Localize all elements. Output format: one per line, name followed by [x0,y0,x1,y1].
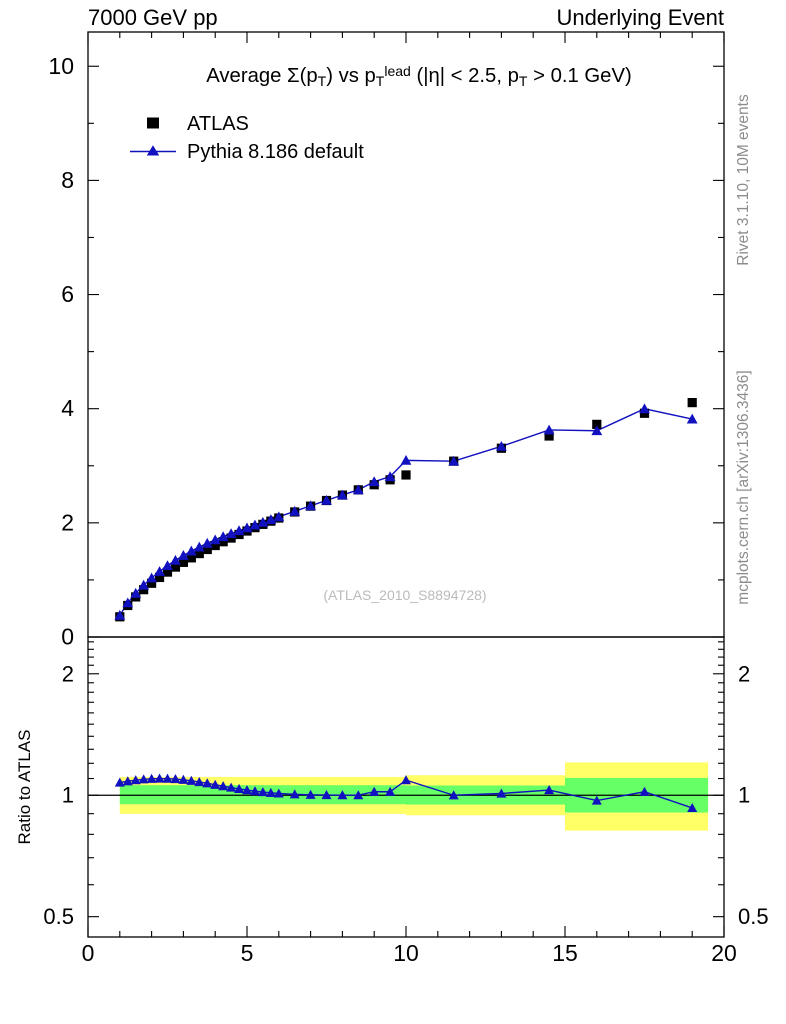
svg-text:2: 2 [62,661,74,686]
svg-text:Ratio to ATLAS: Ratio to ATLAS [15,730,34,845]
svg-text:ATLAS: ATLAS [187,113,249,135]
svg-text:0: 0 [82,940,95,966]
svg-text:mcplots.cern.ch [arXiv:1306.34: mcplots.cern.ch [arXiv:1306.3436] [735,370,752,604]
svg-text:0.5: 0.5 [43,904,74,929]
svg-text:15: 15 [552,940,578,966]
svg-text:0.5: 0.5 [738,904,769,929]
svg-text:0: 0 [61,624,74,650]
svg-text:2: 2 [738,661,750,686]
svg-text:(ATLAS_2010_S8894728): (ATLAS_2010_S8894728) [323,587,486,603]
svg-text:10: 10 [48,53,74,79]
svg-text:20: 20 [711,940,737,966]
svg-text:5: 5 [241,940,254,966]
svg-text:1: 1 [738,783,750,808]
svg-text:Pythia 8.186 default: Pythia 8.186 default [187,141,364,163]
svg-text:4: 4 [61,395,74,421]
svg-text:Average Σ(pT) vs pTlead (|η| <: Average Σ(pT) vs pTlead (|η| < 2.5, pT >… [206,63,631,89]
svg-text:Rivet 3.1.10, 10M events: Rivet 3.1.10, 10M events [735,94,752,266]
svg-text:6: 6 [61,281,74,307]
svg-text:1: 1 [62,783,74,808]
svg-text:Underlying Event: Underlying Event [556,5,724,30]
svg-text:8: 8 [61,167,74,193]
svg-text:10: 10 [393,940,419,966]
svg-text:2: 2 [61,509,74,535]
svg-text:7000 GeV pp: 7000 GeV pp [88,5,218,30]
